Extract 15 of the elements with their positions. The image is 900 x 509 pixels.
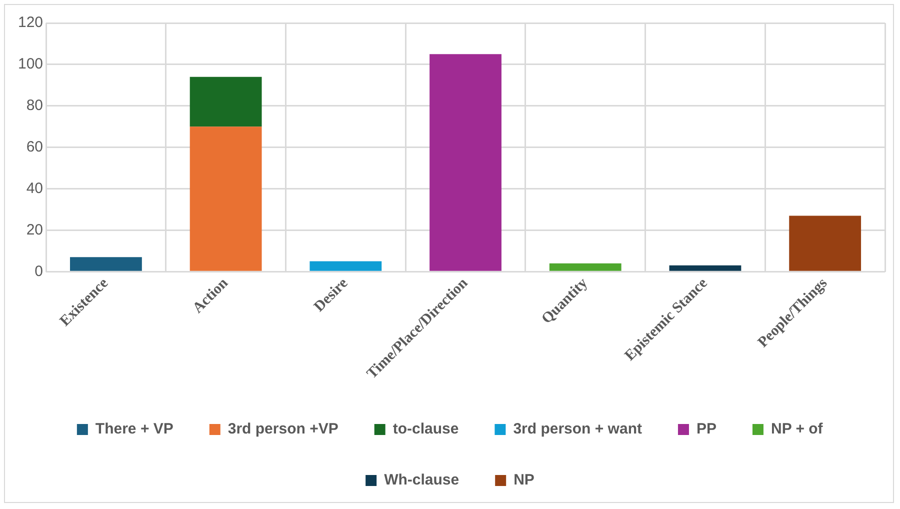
- y-tick-label: 120: [18, 14, 44, 32]
- y-tick-label: 20: [26, 221, 44, 238]
- y-tick-label: 80: [26, 97, 44, 114]
- legend-label: There + VP: [95, 420, 174, 438]
- legend-label: PP: [696, 420, 716, 438]
- legend-label: 3rd person +VP: [228, 420, 338, 438]
- y-tick-label: 60: [26, 138, 44, 156]
- legend-label: NP: [514, 472, 534, 489]
- legend-label: 3rd person + want: [513, 420, 642, 438]
- legend-label: NP + of: [770, 420, 824, 438]
- y-tick-label: 40: [26, 180, 44, 197]
- legend-label: to-clause: [392, 420, 459, 438]
- y-tick-label: 100: [18, 56, 44, 73]
- legend-label: Wh-clause: [384, 472, 460, 489]
- y-tick-label: 0: [34, 262, 44, 280]
